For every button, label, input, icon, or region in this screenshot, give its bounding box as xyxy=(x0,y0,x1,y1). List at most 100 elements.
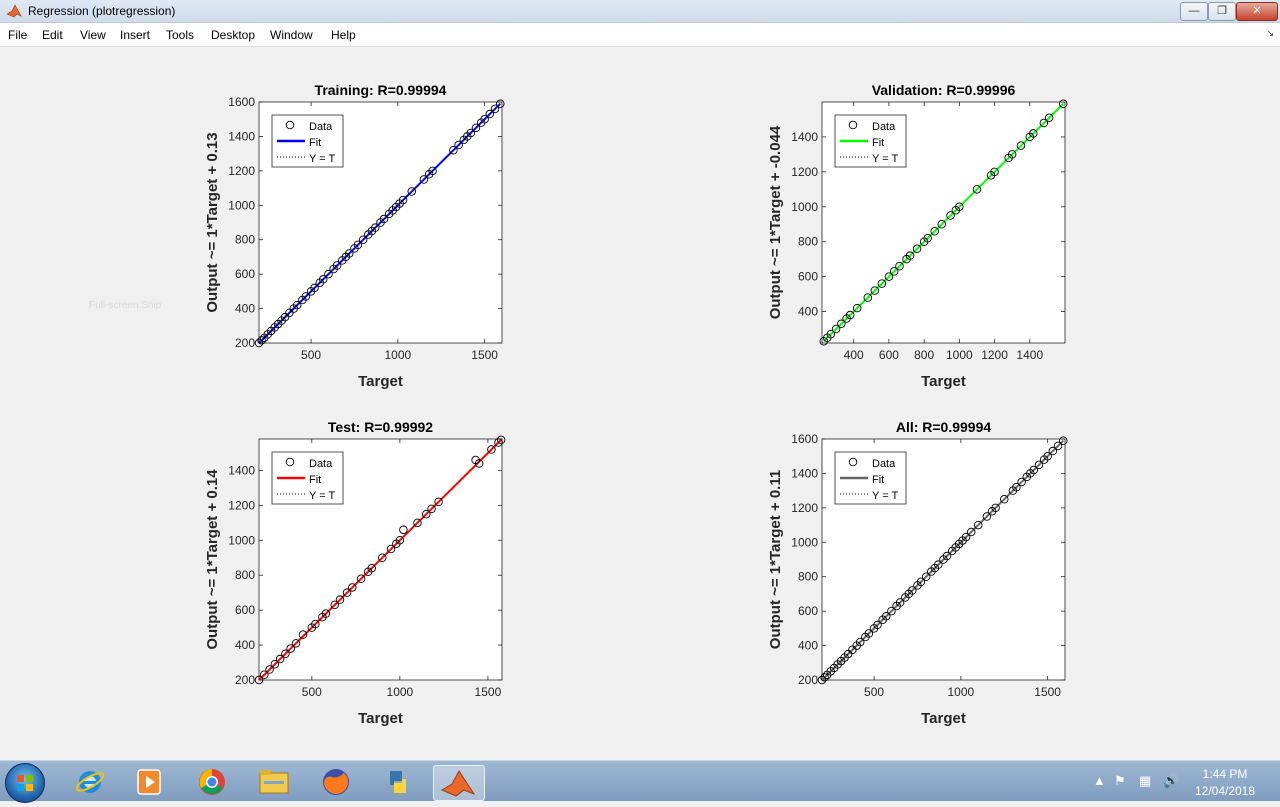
data-point xyxy=(487,445,496,454)
data-point xyxy=(817,675,827,685)
internet-explorer-icon[interactable] xyxy=(68,765,112,799)
data-point xyxy=(311,619,320,629)
fit-line xyxy=(821,440,1064,681)
legend-identity-label: Y = T xyxy=(309,153,335,165)
legend-data-label: Data xyxy=(309,121,333,133)
tray-expand-icon[interactable]: ▲ xyxy=(1093,773,1106,788)
restore-button[interactable]: ❐ xyxy=(1208,2,1236,21)
taskbar: ▲ ⚑ ▦ 🔊 1:44 PM 12/04/2018 xyxy=(0,760,1280,803)
window-titlebar: Regression (plotregression) — ❐ ✕ xyxy=(0,0,1280,23)
x-tick-label: 1000 xyxy=(387,685,414,699)
x-tick-label: 1400 xyxy=(1016,348,1043,362)
x-axis-label: Target xyxy=(358,710,403,727)
y-tick-label: 1600 xyxy=(228,95,255,109)
data-point xyxy=(285,308,294,318)
data-point xyxy=(973,520,983,530)
legend-data-label: Data xyxy=(872,121,896,133)
windows-media-player-icon[interactable] xyxy=(128,765,172,799)
data-point xyxy=(494,438,503,447)
action-center-icon[interactable]: ⚑ xyxy=(1114,773,1126,788)
data-point xyxy=(291,639,301,648)
restore-icon: ❐ xyxy=(1217,5,1227,17)
x-tick-label: 1000 xyxy=(948,685,975,699)
menu-help[interactable]: Help xyxy=(331,28,356,42)
close-button[interactable]: ✕ xyxy=(1236,2,1278,21)
data-point xyxy=(877,279,887,288)
data-point xyxy=(399,525,408,535)
y-tick-label: 1600 xyxy=(791,432,818,446)
network-icon[interactable]: ▦ xyxy=(1139,773,1152,788)
data-point xyxy=(852,303,862,313)
menu-window[interactable]: Window xyxy=(270,28,313,42)
data-point xyxy=(991,503,1000,513)
y-axis-label: Output ~= 1*Target + 0.14 xyxy=(204,469,221,650)
data-point xyxy=(826,330,836,339)
y-tick-label: 600 xyxy=(798,604,818,618)
data-point xyxy=(275,654,285,664)
menu-view[interactable]: View xyxy=(80,28,106,42)
data-point xyxy=(254,675,264,685)
python-icon[interactable] xyxy=(376,765,420,799)
y-tick-label: 1400 xyxy=(228,129,255,143)
y-tick-label: 400 xyxy=(798,639,818,653)
chart-title: Validation: R=0.99996 xyxy=(872,82,1016,98)
data-point xyxy=(345,249,354,258)
firefox-icon[interactable] xyxy=(314,765,358,799)
x-tick-label: 500 xyxy=(301,348,321,362)
y-tick-label: 1200 xyxy=(228,164,255,178)
menu-insert[interactable]: Insert xyxy=(120,28,151,42)
y-tick-label: 1400 xyxy=(791,130,818,144)
y-axis-label: Output ~= 1*Target + 0.11 xyxy=(767,470,784,649)
legend-data-marker xyxy=(848,120,858,130)
y-tick-label: 800 xyxy=(798,570,818,584)
data-point xyxy=(434,497,443,507)
menu-file[interactable]: File xyxy=(8,28,28,42)
x-tick-label: 500 xyxy=(864,685,884,699)
y-tick-label: 800 xyxy=(235,233,255,247)
x-tick-label: 1000 xyxy=(946,348,973,362)
data-point xyxy=(286,644,295,653)
menu-tools[interactable]: Tools xyxy=(166,28,195,42)
data-point xyxy=(358,235,368,244)
data-point xyxy=(356,574,366,583)
x-axis-label: Target xyxy=(358,373,403,390)
data-point xyxy=(449,145,458,155)
volume-icon[interactable]: 🔊 xyxy=(1163,773,1180,788)
data-point xyxy=(848,645,857,655)
data-point xyxy=(292,300,302,310)
menu-bar: File Edit View Insert Tools Desktop Wind… xyxy=(0,23,1280,47)
data-point xyxy=(330,600,339,610)
data-point xyxy=(332,261,342,270)
menu-desktop[interactable]: Desktop xyxy=(211,28,256,42)
legend-data-marker xyxy=(285,120,295,130)
menu-dock-arrow-icon[interactable]: ↘ xyxy=(1266,28,1274,38)
menu-edit[interactable]: Edit xyxy=(42,28,63,42)
fit-line xyxy=(823,103,1064,342)
data-point xyxy=(386,544,396,554)
y-tick-label: 1000 xyxy=(228,198,255,212)
data-point xyxy=(887,606,896,616)
data-point xyxy=(881,612,891,621)
matlab-icon[interactable] xyxy=(433,765,485,801)
windows-start-icon[interactable] xyxy=(5,763,45,803)
chrome-icon[interactable] xyxy=(190,765,234,799)
x-tick-label: 600 xyxy=(879,348,899,362)
data-point xyxy=(930,226,939,236)
data-point xyxy=(1058,99,1068,108)
y-tick-label: 1000 xyxy=(228,533,255,547)
file-explorer-icon[interactable] xyxy=(252,765,296,799)
data-point xyxy=(837,319,846,329)
snip-watermark: Full-screen Snip xyxy=(89,300,162,311)
minimize-button[interactable]: — xyxy=(1180,2,1208,21)
data-point xyxy=(923,233,932,243)
data-point xyxy=(490,104,500,114)
test-panel: 500 1000 1500 200 400 600 800 1000 1200 1400 Test:… xyxy=(204,419,506,727)
data-point xyxy=(485,109,495,119)
all-panel: 500 1000 1500 200 400 600 800 1000 1200 1400 1600 A… xyxy=(767,419,1068,727)
y-tick-label: 600 xyxy=(235,267,255,281)
legend-identity-label: Y = T xyxy=(309,490,335,502)
data-point xyxy=(990,167,999,177)
data-point xyxy=(496,435,506,445)
data-point xyxy=(955,202,964,212)
data-point xyxy=(961,532,971,542)
